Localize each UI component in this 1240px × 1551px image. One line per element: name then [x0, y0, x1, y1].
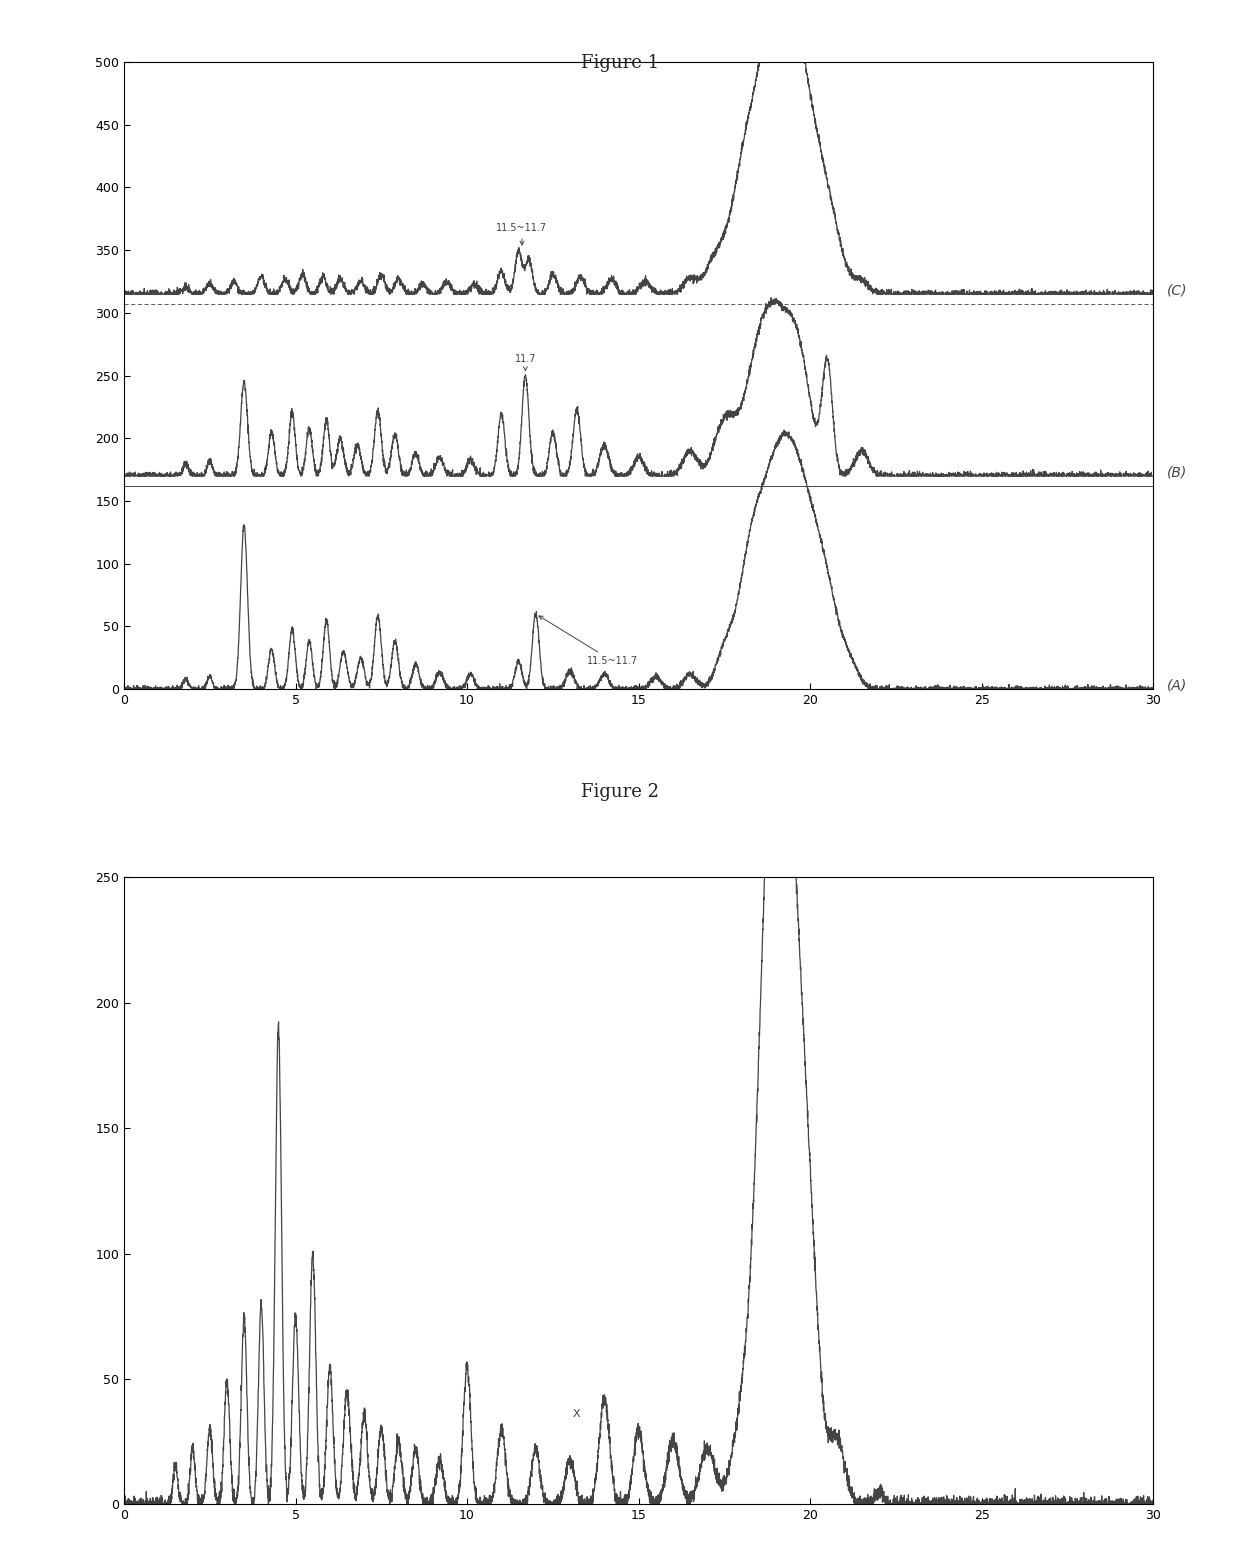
Text: 11.5~11.7: 11.5~11.7 — [496, 223, 548, 245]
Text: Figure 2: Figure 2 — [582, 783, 658, 802]
Text: Figure 1: Figure 1 — [580, 54, 660, 73]
Text: (C): (C) — [1167, 284, 1188, 298]
Text: (B): (B) — [1167, 465, 1187, 479]
Text: 11.5~11.7: 11.5~11.7 — [539, 616, 639, 665]
Text: 11.7: 11.7 — [515, 354, 536, 371]
Text: (A): (A) — [1167, 678, 1187, 692]
Text: X: X — [573, 1410, 580, 1419]
